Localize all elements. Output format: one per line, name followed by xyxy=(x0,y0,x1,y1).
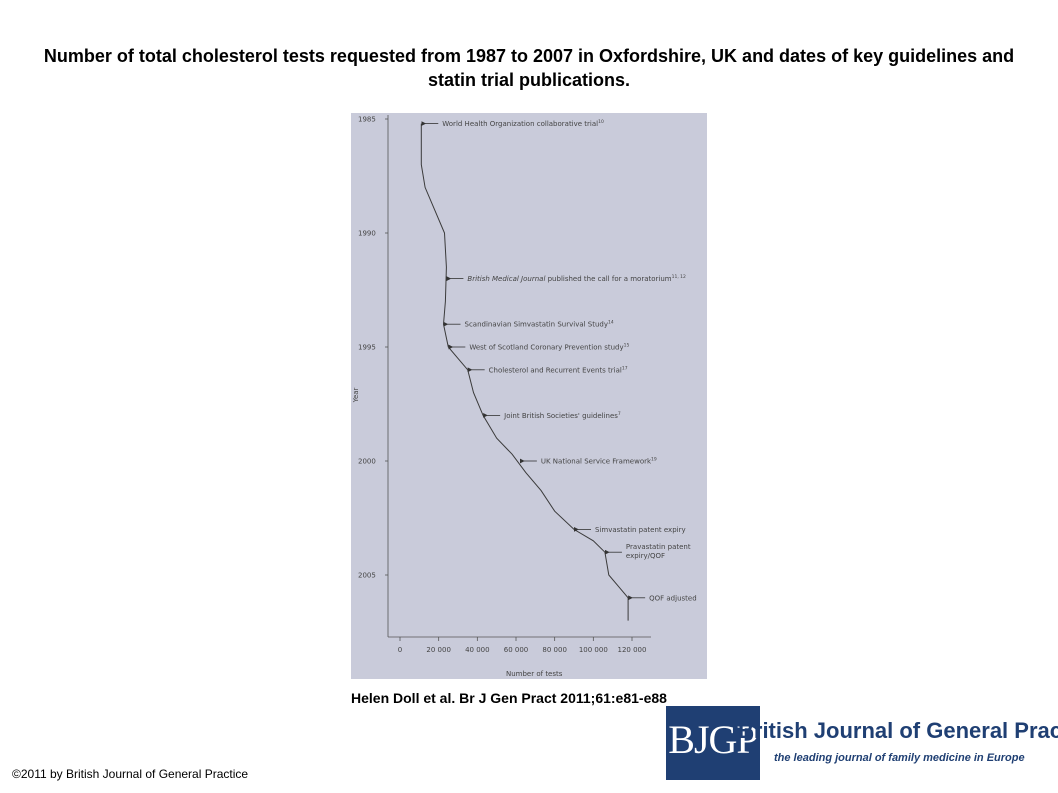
annotation-label: West of Scotland Coronary Prevention stu… xyxy=(469,343,629,352)
y-tick-label: 2005 xyxy=(358,572,376,580)
cholesterol-line-chart: 1985 1990 1995 2000 2005 0 20 000 40 000 60 000 8… xyxy=(351,113,707,679)
x-tick-label: 40 000 xyxy=(465,646,490,654)
x-tick-label: 120 000 xyxy=(618,646,647,654)
annotation-label: British Medical Journal published the ca… xyxy=(467,274,686,283)
annotation-label-line2: expiry/QOF xyxy=(626,552,665,560)
x-tick-label: 20 000 xyxy=(426,646,451,654)
journal-tagline: the leading journal of family medicine i… xyxy=(774,752,1025,764)
journal-logo: BJGP British Journal of General Practice… xyxy=(666,706,1058,780)
annotation-label: QOF adjusted xyxy=(649,594,697,602)
citation: Helen Doll et al. Br J Gen Pract 2011;61… xyxy=(351,690,667,706)
annotation-label: Scandinavian Simvastatin Survival Study1… xyxy=(465,320,614,329)
x-axis-label: Number of tests xyxy=(506,670,563,678)
y-tick-label: 1995 xyxy=(358,344,376,352)
x-tick-label: 80 000 xyxy=(542,646,567,654)
journal-name: British Journal of General Practice xyxy=(738,718,1058,743)
x-tick-label: 0 xyxy=(398,646,402,654)
x-tick-label: 60 000 xyxy=(504,646,529,654)
annotation-label: Cholesterol and Recurrent Events trial17 xyxy=(489,365,628,374)
x-tick-label: 100 000 xyxy=(579,646,608,654)
annotation-label: Simvastatin patent expiry xyxy=(595,526,686,534)
annotation-label: UK National Service Framework19 xyxy=(541,457,657,466)
annotation-label: World Health Organization collaborative … xyxy=(442,119,604,128)
bjgp-logo-mark: BJGP xyxy=(666,706,760,780)
y-tick-label: 1985 xyxy=(358,116,376,124)
chart-figure: 1985 1990 1995 2000 2005 0 20 000 40 000 60 000 8… xyxy=(351,113,707,679)
y-tick-label: 2000 xyxy=(358,458,376,466)
annotation-label: Pravastatin patent xyxy=(626,543,691,551)
annotation-label: Joint British Societies' guidelines7 xyxy=(503,411,621,420)
series-line xyxy=(420,123,629,621)
logo-mark-text: BJGP xyxy=(668,717,758,762)
y-tick-label: 1990 xyxy=(358,230,376,238)
plot-background xyxy=(351,113,707,679)
copyright-notice: ©2011 by British Journal of General Prac… xyxy=(12,767,249,781)
slide-title: Number of total cholesterol tests reques… xyxy=(43,46,1015,90)
y-axis-label: Year xyxy=(352,387,360,403)
